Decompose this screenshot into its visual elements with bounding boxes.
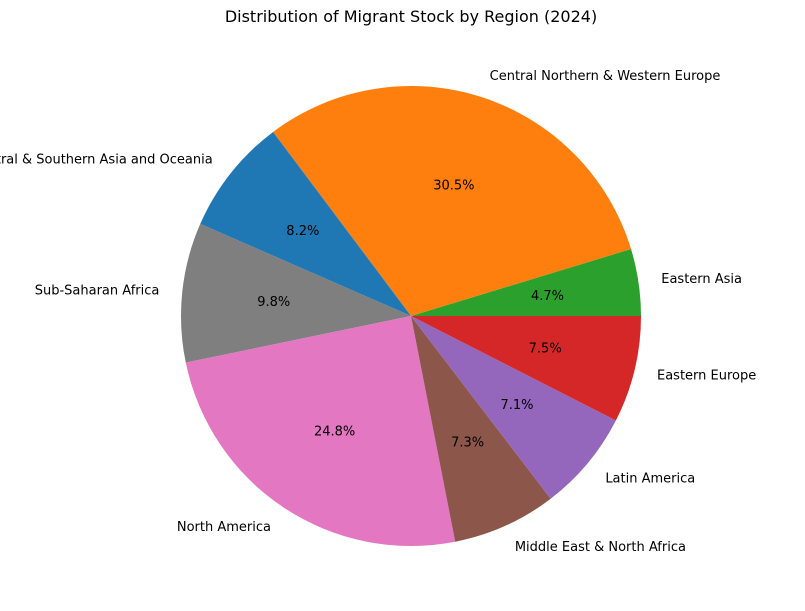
- pie-slice-latin-america: [411, 316, 616, 499]
- pie-slice-eastern-asia: [411, 248, 641, 316]
- pct-label-eastern-europe: 7.5%: [529, 342, 562, 357]
- chart-title: Distribution of Migrant Stock by Region …: [225, 7, 597, 26]
- slice-label-north-america: North America: [177, 520, 271, 535]
- pct-label-north-america: 24.8%: [314, 424, 355, 439]
- pct-label-middle-east-north-africa: 7.3%: [451, 435, 484, 450]
- pie-slice-middle-east-north-africa: [411, 316, 551, 542]
- pie-slice-central-southern-asia-and-oceania: [200, 131, 411, 316]
- pct-label-central-southern-asia-and-oceania: 8.2%: [286, 224, 319, 239]
- slice-label-central-southern-asia-and-oceania: Central & Southern Asia and Oceania: [0, 152, 213, 167]
- pie-slices: [180, 86, 641, 546]
- pie-slice-eastern-europe: [411, 316, 641, 421]
- slice-label-latin-america: Latin America: [605, 472, 695, 487]
- pie-slice-central-northern-western-europe: [273, 86, 632, 316]
- pie-slice-sub-saharan-africa: [180, 223, 411, 363]
- slice-label-middle-east-north-africa: Middle East & North Africa: [515, 540, 686, 555]
- pie-labels: 4.7% Eastern Asia 30.5% Central Northern & …: [0, 69, 756, 555]
- slice-label-eastern-asia: Eastern Asia: [661, 272, 742, 287]
- slice-label-central-northern-western-europe: Central Northern & Western Europe: [490, 69, 721, 84]
- slice-label-eastern-europe: Eastern Europe: [657, 369, 756, 384]
- pie-slice-north-america: [185, 316, 456, 546]
- pct-label-eastern-asia: 4.7%: [531, 289, 564, 304]
- pct-label-latin-america: 7.1%: [500, 398, 533, 413]
- slice-label-sub-saharan-africa: Sub-Saharan Africa: [35, 283, 160, 298]
- pct-label-central-northern-western-europe: 30.5%: [433, 178, 474, 193]
- pct-label-sub-saharan-africa: 9.8%: [257, 295, 290, 310]
